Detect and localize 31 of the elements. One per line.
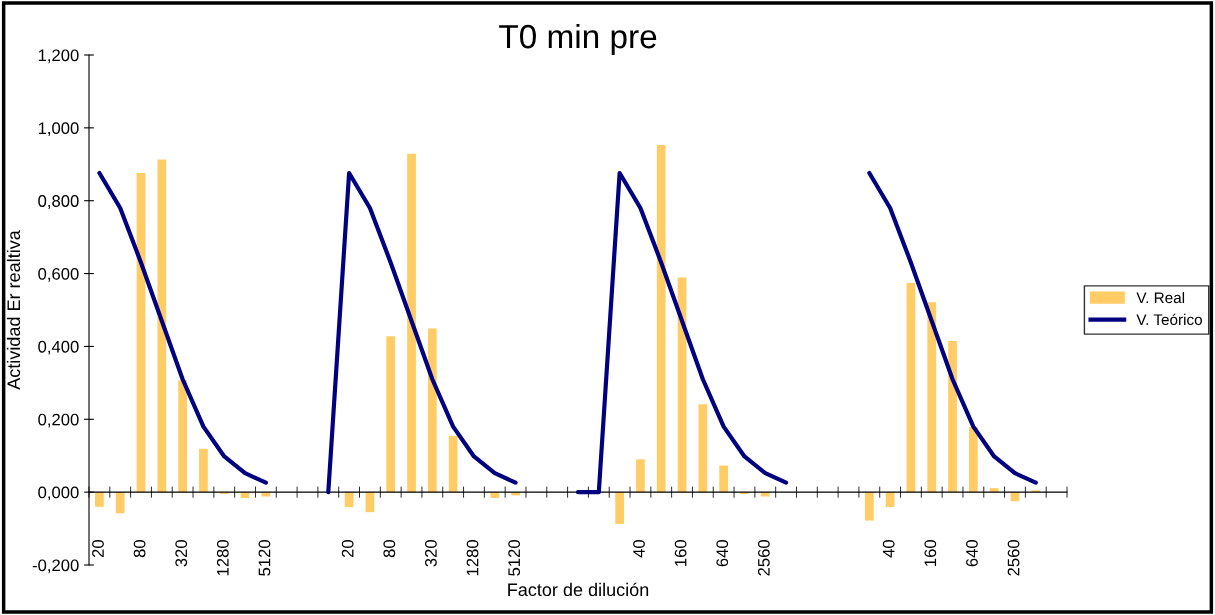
- x-tick-label: 20: [92, 540, 104, 558]
- x-tick-label: 20: [341, 540, 354, 558]
- legend-label: V. Teórico: [1136, 313, 1202, 326]
- x-tick-label: 320: [425, 540, 437, 567]
- y-tick-label: 1,200: [38, 49, 79, 64]
- y-tick-label: 0,800: [38, 195, 79, 209]
- y-tick-label: 0,600: [38, 267, 79, 282]
- legend-label: V. Real: [1136, 291, 1185, 304]
- y-tick-label: 0,000: [38, 486, 79, 501]
- x-tick-label: 160: [924, 540, 937, 566]
- x-tick-label: 2560: [757, 540, 770, 576]
- x-tick-label: 1280: [216, 540, 229, 576]
- x-tick-label: 80: [133, 540, 146, 558]
- x-tick-label: 2560: [1007, 540, 1020, 576]
- x-tick-label: 40: [882, 540, 895, 558]
- chart-title: T0 min pre: [499, 23, 657, 55]
- x-tick-label: 80: [383, 540, 396, 558]
- x-tick-label: 640: [966, 540, 978, 567]
- y-tick-label: 0,200: [38, 413, 79, 428]
- x-tick-label: 320: [175, 540, 188, 567]
- y-tick-label: -0,200: [32, 559, 79, 574]
- x-tick-label: 5120: [258, 540, 271, 576]
- x-tick-label: 1280: [466, 540, 479, 576]
- x-tick-label: 40: [633, 540, 645, 558]
- x-axis-title: Factor de dilución: [508, 582, 649, 597]
- x-tick-label: 640: [716, 540, 729, 567]
- x-tick-label: 160: [674, 540, 687, 566]
- y-tick-label: 0,400: [38, 340, 79, 355]
- x-tick-label: 5120: [508, 540, 521, 576]
- y-axis-title: Actividad Er realtiva: [6, 230, 21, 390]
- y-tick-label: 1,000: [38, 122, 79, 137]
